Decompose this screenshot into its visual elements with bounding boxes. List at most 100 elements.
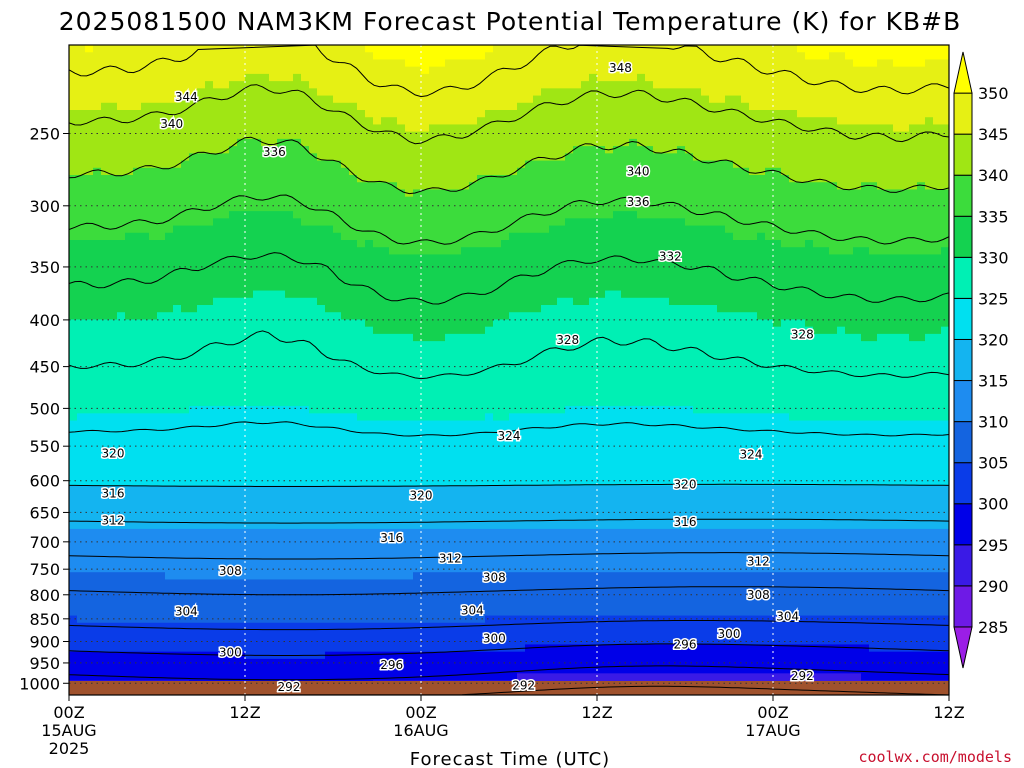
- theta-cell: [429, 247, 438, 256]
- theta-cell: [157, 478, 166, 487]
- theta-cell: [181, 557, 190, 566]
- theta-cell: [149, 182, 158, 191]
- theta-cell: [341, 73, 350, 82]
- theta-cell: [221, 514, 230, 523]
- theta-cell: [269, 225, 278, 234]
- theta-cell: [501, 666, 510, 674]
- theta-cell: [125, 398, 134, 407]
- theta-cell: [181, 593, 190, 602]
- theta-cell: [317, 95, 326, 104]
- theta-cell: [133, 377, 142, 386]
- theta-cell: [285, 247, 294, 256]
- theta-cell: [109, 167, 118, 176]
- theta-cell: [69, 492, 78, 501]
- theta-cell: [365, 449, 374, 458]
- theta-cell: [213, 601, 222, 609]
- theta-cell: [445, 160, 454, 169]
- theta-cell: [181, 586, 190, 595]
- theta-cell: [397, 456, 406, 465]
- theta-cell: [157, 644, 166, 653]
- theta-cell: [93, 211, 102, 219]
- theta-cell: [453, 189, 462, 198]
- theta-cell: [285, 593, 294, 602]
- theta-cell: [509, 88, 518, 97]
- theta-cell: [413, 305, 422, 313]
- theta-cell: [157, 95, 166, 104]
- theta-cell: [213, 442, 222, 451]
- theta-cell: [245, 456, 254, 465]
- theta-cell: [277, 45, 286, 53]
- theta-cell: [285, 579, 294, 588]
- theta-cell: [229, 182, 238, 191]
- theta-cell: [149, 167, 158, 176]
- theta-cell: [493, 283, 502, 292]
- theta-cell: [477, 247, 486, 256]
- theta-cell: [485, 276, 494, 284]
- theta-cell: [117, 81, 126, 89]
- theta-cell: [117, 658, 126, 667]
- theta-cell: [85, 45, 94, 53]
- theta-cell: [181, 492, 190, 501]
- theta-cell: [189, 666, 198, 674]
- theta-cell: [437, 261, 446, 270]
- theta-cell: [157, 673, 166, 682]
- theta-cell: [85, 102, 94, 111]
- theta-cell: [437, 651, 446, 660]
- theta-cell: [269, 572, 278, 581]
- theta-cell: [445, 579, 454, 588]
- theta-cell: [349, 528, 358, 537]
- theta-cell: [357, 88, 366, 97]
- theta-cell: [229, 312, 238, 321]
- theta-cell: [301, 658, 310, 667]
- theta-cell: [349, 261, 358, 270]
- theta-cell: [453, 276, 462, 284]
- theta-cell: [213, 305, 222, 313]
- theta-cell: [349, 622, 358, 631]
- theta-cell: [301, 536, 310, 544]
- theta-cell: [389, 312, 398, 321]
- theta-cell: [469, 218, 478, 227]
- theta-cell: [373, 341, 382, 349]
- theta-cell: [397, 593, 406, 602]
- theta-cell: [221, 608, 230, 617]
- theta-cell: [253, 211, 262, 219]
- theta-cell: [197, 586, 206, 595]
- theta-cell: [285, 492, 294, 501]
- theta-cell: [469, 333, 478, 342]
- theta-cell: [485, 673, 494, 682]
- theta-cell: [237, 225, 246, 234]
- theta-cell: [197, 651, 206, 660]
- theta-cell: [477, 630, 486, 638]
- theta-cell: [341, 297, 350, 306]
- theta-cell: [293, 138, 302, 147]
- theta-cell: [485, 608, 494, 617]
- theta-cell: [349, 348, 358, 357]
- theta-cell: [317, 312, 326, 321]
- theta-cell: [157, 341, 166, 349]
- theta-cell: [125, 189, 134, 198]
- theta-cell: [213, 543, 222, 552]
- theta-cell: [461, 95, 470, 104]
- theta-cell: [357, 153, 366, 162]
- theta-cell: [485, 658, 494, 667]
- theta-cell: [253, 160, 262, 169]
- theta-cell: [229, 283, 238, 292]
- theta-cell: [125, 427, 134, 436]
- theta-cell: [69, 536, 78, 544]
- theta-cell: [421, 211, 430, 219]
- theta-cell: [109, 326, 118, 335]
- theta-cell: [141, 348, 150, 357]
- theta-cell: [357, 124, 366, 133]
- theta-cell: [485, 355, 494, 364]
- theta-cell: [493, 413, 502, 422]
- theta-cell: [389, 247, 398, 256]
- theta-cell: [197, 413, 206, 422]
- theta-cell: [453, 124, 462, 133]
- theta-cell: [277, 160, 286, 169]
- theta-cell: [85, 456, 94, 465]
- theta-cell: [469, 449, 478, 458]
- theta-cell: [237, 333, 246, 342]
- theta-cell: [501, 673, 510, 682]
- theta-cell: [421, 348, 430, 357]
- theta-cell: [261, 601, 270, 609]
